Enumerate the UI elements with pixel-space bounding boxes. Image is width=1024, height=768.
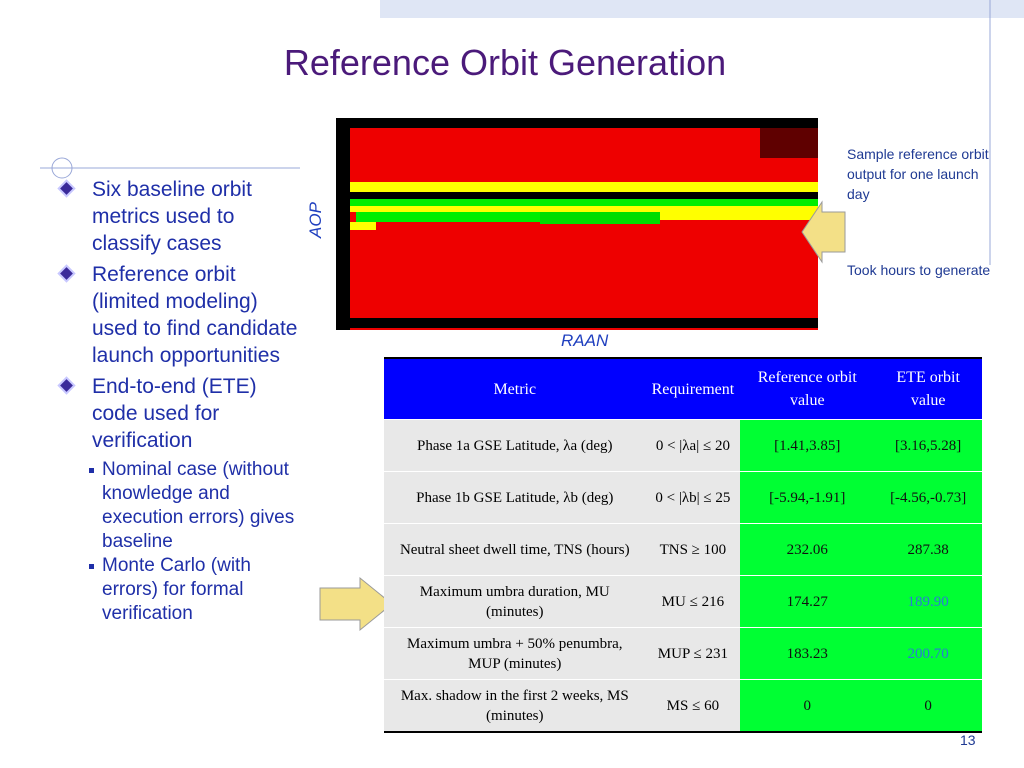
bullet: Reference orbit (limited modeling) used … xyxy=(56,261,302,369)
header-cell: Reference orbit value xyxy=(740,358,875,420)
sub-bullet: Nominal case (without knowledge and exec… xyxy=(56,458,312,554)
bullet: End-to-end (ETE) code used for verificat… xyxy=(56,373,302,454)
cell: 174.27 xyxy=(740,575,875,628)
cell: Phase 1a GSE Latitude, λa (deg) xyxy=(384,419,646,472)
header-cell: Metric xyxy=(384,358,646,420)
page-number: 13 xyxy=(960,732,976,748)
arrow xyxy=(319,576,393,632)
cell: MS ≤ 60 xyxy=(645,679,741,732)
header-cell: ETE orbit value xyxy=(874,358,982,420)
title: Reference Orbit Generation xyxy=(283,42,727,83)
cell: 0 < |λb| ≤ 25 xyxy=(645,471,741,524)
cell: Phase 1b GSE Latitude, λb (deg) xyxy=(384,471,646,524)
bullet: Six baseline orbit metrics used to class… xyxy=(56,176,302,257)
cell: MU ≤ 216 xyxy=(645,575,741,628)
note: Took hours to generate xyxy=(847,262,991,278)
cell: [1.41,3.85] xyxy=(740,419,875,472)
cell: Max. shadow in the first 2 weeks, MS (mi… xyxy=(384,679,646,732)
row: Maximum umbra + 50% penumbra, MUP (minut… xyxy=(384,627,982,680)
cell: TNS ≥ 100 xyxy=(645,523,741,576)
row: Phase 1a GSE Latitude, λa (deg) 0 < |λa| … xyxy=(384,419,982,472)
cell: 0 xyxy=(740,679,875,732)
cell: [3.16,5.28] xyxy=(874,419,982,472)
x-axis-label: RAAN xyxy=(561,331,609,350)
cell: 200.70 xyxy=(874,627,982,680)
header-cell: Requirement xyxy=(645,358,741,420)
cell: 287.38 xyxy=(874,523,982,576)
note: Sample reference orbit output for one la… xyxy=(847,146,989,202)
cell: Maximum umbra duration, MU (minutes) xyxy=(384,575,646,628)
top-band xyxy=(380,0,1024,18)
cell: MUP ≤ 231 xyxy=(645,627,741,680)
y-axis-label: AOP xyxy=(305,202,325,238)
row: Maximum umbra duration, MU (minutes) MU ≤… xyxy=(384,575,982,628)
cell: Maximum umbra + 50% penumbra, MUP (minut… xyxy=(384,627,646,680)
cell: [-5.94,-1.91] xyxy=(740,471,875,524)
cell: 232.06 xyxy=(740,523,875,576)
row: Neutral sheet dwell time, TNS (hours) TNS… xyxy=(384,523,982,576)
orbit-heatmap xyxy=(336,118,818,330)
cell: 0 < |λa| ≤ 20 xyxy=(645,419,741,472)
arrow xyxy=(801,200,846,264)
cell: Neutral sheet dwell time, TNS (hours) xyxy=(384,523,646,576)
row: Max. shadow in the first 2 weeks, MS (mi… xyxy=(384,679,982,732)
row: Phase 1b GSE Latitude, λb (deg) 0 < |λb| … xyxy=(384,471,982,524)
cell: 183.23 xyxy=(740,627,875,680)
bullet-list: Six baseline orbit metrics used to class… xyxy=(56,176,346,626)
cell: 189.90 xyxy=(874,575,982,628)
sub-bullet: Monte Carlo (with errors) for formal ver… xyxy=(56,554,312,626)
cell: 0 xyxy=(874,679,982,732)
metrics-table: Metric Requirement Reference orbit value ET… xyxy=(384,357,982,733)
cell: [-4.56,-0.73] xyxy=(874,471,982,524)
